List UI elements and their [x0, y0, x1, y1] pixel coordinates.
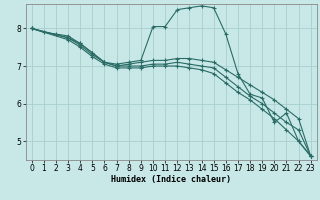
X-axis label: Humidex (Indice chaleur): Humidex (Indice chaleur) [111, 175, 231, 184]
